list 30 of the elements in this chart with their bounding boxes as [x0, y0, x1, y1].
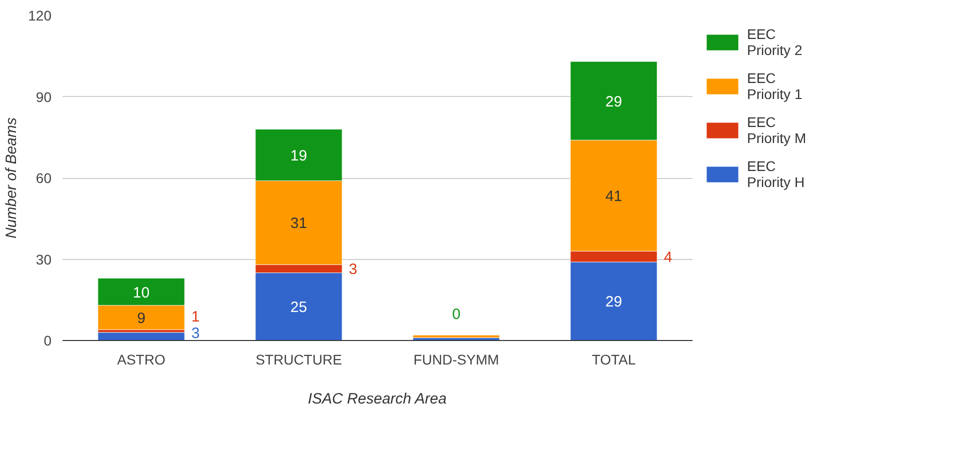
legend-label: EEC Priority 1 — [747, 69, 802, 103]
data-label: 10 — [132, 284, 150, 302]
x-tick-label: STRUCTURE — [256, 352, 342, 368]
x-tick-label: FUND-SYMM — [413, 352, 500, 368]
legend-label: EEC Priority H — [747, 157, 805, 191]
x-tick-label: TOTAL — [592, 352, 636, 368]
legend-label: EEC Priority 2 — [747, 25, 802, 59]
data-label: 25 — [290, 299, 308, 316]
data-label: 3 — [191, 324, 200, 342]
y-tick-label: 90 — [36, 88, 52, 105]
data-label: 1 — [191, 308, 200, 326]
data-label: 41 — [605, 188, 622, 206]
data-label: 29 — [605, 294, 622, 311]
x-axis-title: ISAC Research Area — [308, 390, 447, 408]
data-label: 9 — [137, 310, 146, 327]
legend-label: EEC Priority M — [747, 113, 806, 147]
y-tick-label: 30 — [36, 251, 52, 268]
data-label: 19 — [290, 147, 308, 164]
y-tick-label: 0 — [44, 332, 52, 348]
bar — [98, 332, 185, 340]
data-label: 4 — [664, 249, 672, 266]
data-label: 3 — [348, 261, 358, 278]
data-label: 0 — [452, 306, 460, 323]
bar — [412, 334, 500, 338]
y-tick-label: 120 — [28, 8, 52, 24]
y-tick-label: 60 — [36, 170, 52, 186]
x-tick-label: ASTRO — [117, 352, 166, 368]
data-label: 29 — [605, 93, 622, 110]
data-label: 31 — [290, 215, 308, 232]
y-axis-title: Number of Beams — [3, 117, 20, 238]
